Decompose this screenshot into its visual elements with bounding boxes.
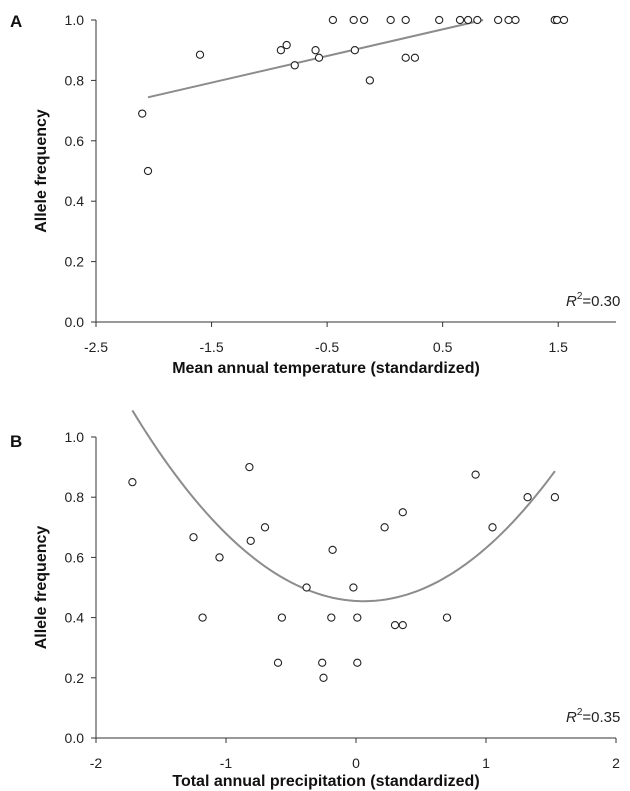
data-point: [260, 523, 270, 532]
data-point: [327, 613, 336, 622]
chart-panel-a: A 0.0 0.2 0.4 0.6 0.8 1.0 -2.5 -1.5 -0.5 0.5 1.5 Mea…: [10, 12, 620, 377]
y-tick-label: 0.6: [65, 549, 85, 565]
data-point: [215, 553, 224, 562]
y-axis-title: Allele frequency: [33, 109, 50, 233]
data-point: [473, 15, 482, 25]
data-point: [282, 40, 291, 50]
r-squared-annotation: R2=0.35: [566, 707, 620, 726]
data-point: [318, 658, 327, 667]
data-point: [401, 53, 410, 62]
data-point: [328, 545, 337, 555]
data-point: [442, 613, 452, 622]
r-squared-annotation: R2=0.30: [566, 291, 620, 310]
x-tick-label: 0: [352, 755, 360, 771]
x-tick-label: -2: [90, 755, 103, 771]
data-point: [488, 523, 497, 532]
data-point: [273, 658, 283, 667]
data-point: [302, 583, 311, 592]
data-point: [435, 15, 444, 25]
x-tick-label: 2: [612, 755, 620, 771]
data-point: [380, 523, 389, 532]
data-point: [128, 477, 137, 487]
data-point: [398, 508, 407, 517]
data-point: [504, 15, 513, 25]
data-point: [390, 620, 400, 630]
data-point: [245, 462, 254, 472]
data-point: [349, 15, 358, 25]
data-point: [189, 533, 198, 542]
data-point: [353, 658, 362, 667]
data-point: [314, 53, 324, 62]
data-point: [552, 15, 562, 25]
data-point: [511, 15, 520, 25]
y-tick-label: 1.0: [65, 12, 85, 28]
x-tick-label: -2.5: [84, 339, 108, 355]
data-point: [398, 620, 407, 630]
trendline: [131, 409, 556, 603]
data-point: [311, 46, 320, 55]
x-tick-label: 0.5: [433, 339, 453, 355]
y-tick-label: 0.2: [65, 254, 85, 270]
y-tick-label: 0.8: [65, 72, 85, 88]
data-point: [350, 46, 359, 55]
data-point: [319, 673, 328, 682]
y-tick-label: 0.0: [65, 314, 85, 330]
data-point: [410, 53, 420, 62]
y-tick-label: 0.2: [65, 670, 85, 686]
data-point: [353, 613, 362, 622]
y-tick-label: 1.0: [65, 429, 85, 445]
y-tick-label: 0.8: [65, 489, 85, 505]
x-tick-label: -0.5: [315, 339, 339, 355]
x-axis-title: Mean annual temperature (standardized): [172, 360, 480, 377]
data-point: [359, 15, 369, 25]
data-point: [471, 470, 480, 479]
data-point: [138, 109, 147, 118]
x-tick-label: -1.5: [199, 339, 223, 355]
data-point: [143, 166, 153, 176]
y-axis-title: Allele frequency: [33, 526, 50, 650]
data-point: [463, 15, 473, 25]
data-point: [276, 46, 286, 55]
x-tick-label: 1.5: [548, 339, 568, 355]
y-tick-label: 0.4: [65, 193, 85, 209]
data-point: [455, 15, 465, 25]
data-point: [550, 493, 560, 502]
data-point: [195, 50, 205, 59]
y-tick-label: 0.6: [65, 133, 85, 149]
data-point: [277, 613, 287, 622]
x-tick-label: 1: [482, 755, 490, 771]
x-axis-title: Total annual precipitation (standardized…: [172, 773, 479, 790]
data-point: [365, 76, 375, 85]
data-point: [290, 61, 299, 70]
data-point: [401, 15, 410, 25]
data-point: [493, 15, 503, 25]
panel-label: A: [10, 12, 22, 31]
x-tick-label: -1: [220, 755, 233, 771]
chart-panel-b: B 0.0 0.2 0.4 0.6 0.8 1.0 -2 -1 0 1 2 Total annual p…: [10, 409, 620, 790]
y-tick-label: 0.4: [65, 610, 85, 626]
data-point: [349, 583, 358, 592]
panel-label: B: [10, 432, 22, 451]
y-tick-label: 0.0: [65, 730, 85, 746]
data-point: [523, 493, 532, 502]
data-point: [246, 536, 255, 545]
data-point: [198, 613, 207, 622]
data-point: [328, 15, 338, 25]
data-point: [559, 15, 569, 25]
data-point: [386, 15, 395, 25]
